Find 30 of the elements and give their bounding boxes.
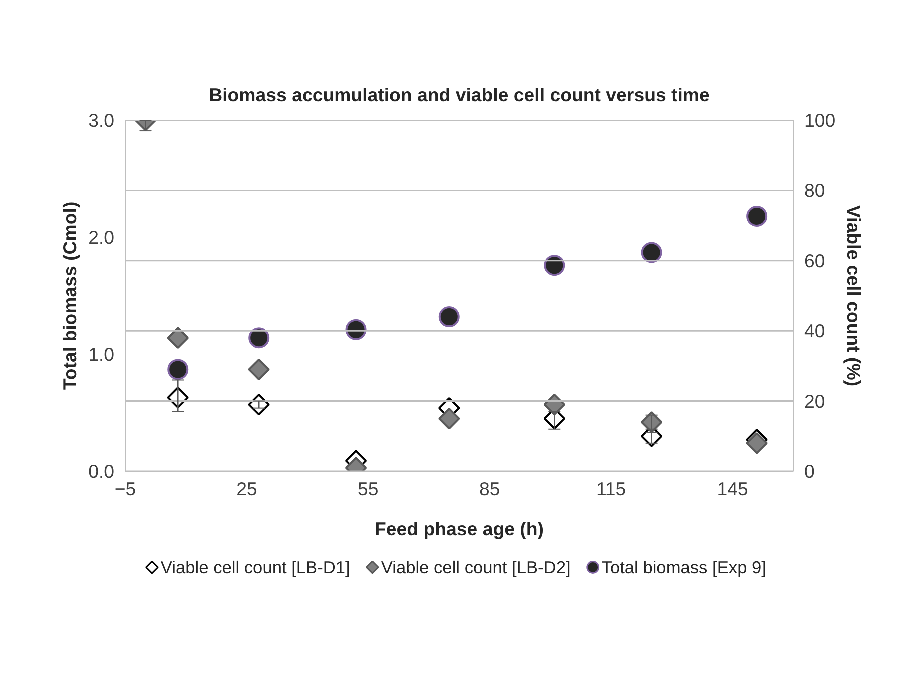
y2-tick-label: 20 <box>804 390 826 412</box>
y-tick-label: 0.0 <box>88 461 115 482</box>
y-tick-label: 3.0 <box>88 110 115 131</box>
y2-tick-label: 60 <box>804 250 826 272</box>
chart-title: Biomass accumulation and viable cell count versus time <box>209 84 710 106</box>
legend-label: Viable cell count [LB-D2] <box>381 558 571 578</box>
legend-label: Viable cell count [LB-D1] <box>160 558 350 578</box>
y-axis-title: Total biomass (Cmol) <box>60 202 81 390</box>
y2-tick-label: 40 <box>804 320 826 342</box>
y2-tick-label: 100 <box>804 110 836 131</box>
y-tick-label: 1.0 <box>88 344 115 365</box>
y2-tick-label: 80 <box>804 180 826 202</box>
y2-tick-label: 0 <box>804 461 815 482</box>
point <box>346 319 367 340</box>
x-tick-label: 85 <box>479 478 500 500</box>
x-tick-label: 115 <box>596 478 626 500</box>
y2-axis-title: Viable cell count (%) <box>844 205 865 387</box>
y-tick-label: 2.0 <box>88 227 115 248</box>
point <box>168 359 189 380</box>
legend-label: Total biomass [Exp 9] <box>602 558 766 578</box>
point <box>544 255 566 276</box>
x-tick-label: 145 <box>717 478 748 500</box>
x-tick-label: −5 <box>114 478 136 500</box>
point <box>746 206 768 227</box>
x-axis-title: Feed phase age (h) <box>375 518 544 540</box>
x-tick-label: 25 <box>236 478 258 500</box>
point <box>248 328 270 349</box>
point <box>641 242 662 264</box>
point <box>438 306 460 328</box>
x-tick-label: 55 <box>358 478 379 500</box>
